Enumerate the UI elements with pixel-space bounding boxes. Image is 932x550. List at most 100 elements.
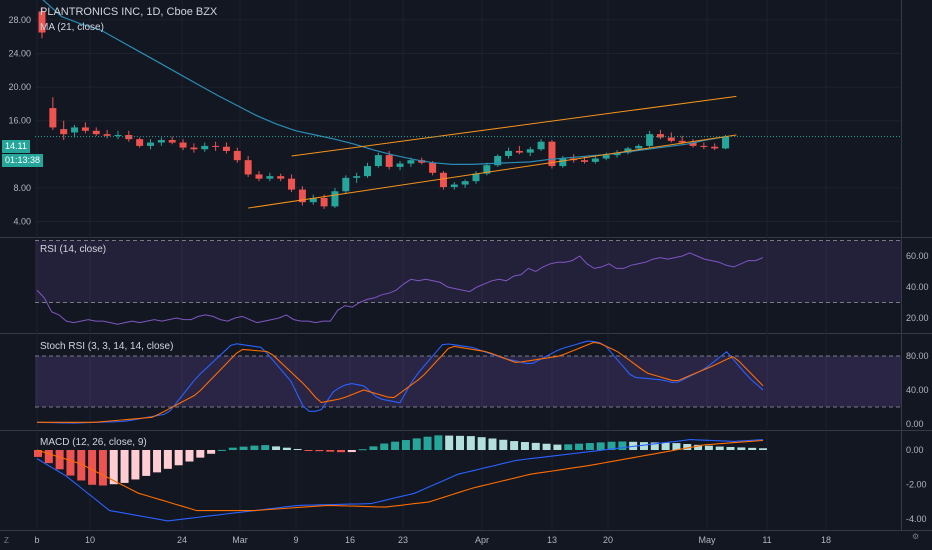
candle-body [212,145,220,147]
macd-histogram-bar [347,450,356,453]
macd-histogram-bar [704,445,713,450]
price-axis-tick: 8.00 [13,183,31,193]
candle-body [667,137,675,141]
macd-indicator-label[interactable]: MACD (12, 26, close, 9) [40,437,147,448]
candle-body [49,108,57,128]
chart-settings-icon[interactable]: ⚙ [912,532,920,541]
candle-body [722,136,730,149]
candle-body [635,145,643,149]
macd-histogram-bar [66,450,75,476]
macd-histogram-bar [715,446,724,450]
macd-histogram-bar [196,450,205,458]
price-axis-tick: 16.00 [8,116,31,126]
macd-histogram-bar [650,442,659,450]
macd-histogram-bar [391,441,400,450]
macd-histogram-bar [672,443,681,450]
macd-histogram-bar [726,446,735,450]
candle-body [157,140,165,143]
candle-body [179,142,187,148]
countdown-badge: 01:13:38 [2,154,44,167]
candle-body [559,158,567,167]
rsi-axis-tick: 60.00 [906,251,929,261]
channel-lower-line [248,134,737,209]
candle-body [38,11,46,33]
price-axis-tick: 28.00 [8,15,31,25]
time-axis-tick: 10 [85,535,95,545]
candle-body [92,130,100,135]
rsi-line [36,252,764,325]
macd-histogram-bar [488,438,497,450]
time-axis-tick: 20 [603,535,613,545]
candle-body [222,146,230,151]
candle-body [71,127,79,133]
stoch-rsi-indicator-label[interactable]: Stoch RSI (3, 3, 14, 14, close) [40,341,174,352]
candle-body [700,145,708,147]
macd-histogram-bar [618,441,627,450]
candle-body [656,134,664,138]
macd-histogram-bar [315,450,324,452]
candle-body [581,160,588,162]
ma-indicator-label[interactable]: MA (21, close) [40,22,104,33]
macd-histogram-bar [77,450,86,481]
stoch-d-line [37,341,764,423]
candle-body [168,140,176,143]
macd-histogram-bar [217,449,226,451]
macd-histogram-bar [261,445,270,450]
macd-histogram-bar [174,450,183,466]
macd-histogram-bar [510,441,519,450]
macd-histogram-bar [759,448,767,450]
candle-body [331,191,339,207]
macd-histogram-bar [585,443,594,450]
time-axis-tick: 11 [762,535,771,545]
candle-body [689,142,697,146]
macd-histogram-bar [401,440,410,450]
rsi-axis-tick: 40.00 [906,282,929,292]
candle-body [288,178,296,190]
candle-body [602,155,610,159]
macd-histogram-bar [142,450,151,476]
time-axis-tick: b [34,535,39,545]
macd-histogram-bar [88,450,97,485]
rsi-indicator-label[interactable]: RSI (14, close) [40,244,107,255]
rsi-axis-tick: 20.00 [906,313,929,323]
macd-histogram-bar [683,443,692,450]
macd-histogram-bar [531,442,540,450]
candle-body [711,146,719,149]
candle-body [255,174,263,179]
stoch-axis-tick: 0.00 [906,419,924,429]
macd-histogram-bar [272,446,281,450]
candle-body [233,150,241,161]
macd-signal-line [36,439,764,512]
macd-histogram-bar [239,446,248,450]
macd-histogram-bar [131,450,140,480]
macd-histogram-bar [520,442,529,450]
candle-body [494,155,502,166]
macd-axis-tick: -2.00 [906,480,927,490]
macd-histogram-bar [250,445,259,450]
candle-body [342,177,350,192]
candle-body [320,197,328,207]
macd-histogram-bar [207,450,216,454]
macd-histogram-bar [185,450,194,462]
candle-body [60,129,68,135]
macd-histogram-bar [120,450,129,483]
macd-line [36,439,764,522]
candle-body [515,150,523,153]
time-axis-tick: 16 [345,535,355,545]
candle-body [439,172,447,188]
macd-histogram-bar [748,447,757,450]
candle-body [526,149,534,153]
macd-histogram-bar [456,435,465,450]
candle-body [266,176,274,179]
macd-axis-tick: 0.00 [906,445,924,455]
time-axis-tick: 9 [293,535,298,545]
macd-histogram-bar [153,450,162,473]
candle-body [646,134,654,146]
macd-histogram-bar [542,443,551,450]
zoom-corner-label[interactable]: Z [4,536,9,545]
candle-body [277,176,285,179]
stoch-band [35,356,901,407]
candle-body [461,181,469,185]
candle-body [396,163,404,167]
